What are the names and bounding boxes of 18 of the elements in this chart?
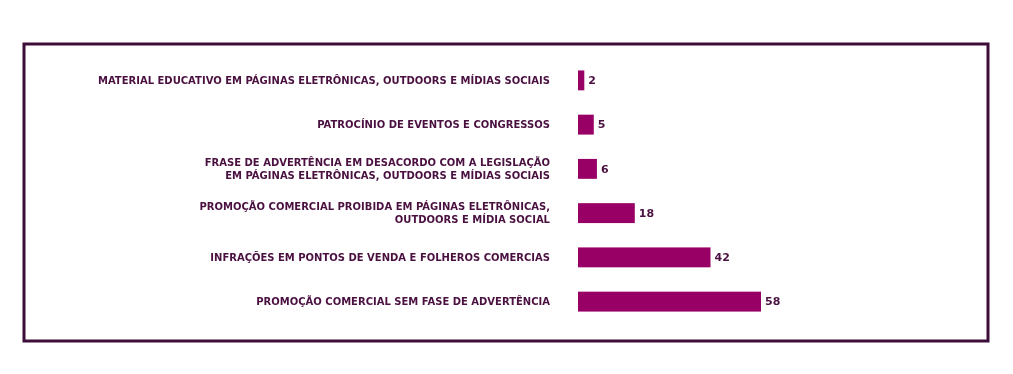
y-tick-label: MATERIAL EDUCATIVO EM PÁGINAS ELETRÔNICAS, OUTDOORS E MÍDIAS SOCIAIS: [97, 73, 550, 86]
y-tick-label: INFRAÇÕES EM PONTOS DE VENDA E FOLHEROS COMERCIAS: [210, 250, 550, 263]
data-label: 6: [600, 162, 609, 176]
y-tick-label: PATROCÍNIO DE EVENTOS E CONGRESSOS: [317, 118, 550, 131]
data-label: 2: [588, 74, 596, 88]
bar: [578, 70, 585, 91]
data-label: 42: [714, 251, 730, 265]
data-label: 58: [765, 295, 781, 309]
bar: [578, 291, 761, 312]
data-label: 18: [638, 206, 655, 220]
y-tick-label: PROMOÇÃO COMERCIAL PROIBIDA EM PÁGINAS ELETRÔNICAS, OUTDOORS E MÍDIA SOCIAL: [199, 200, 551, 226]
bar: [578, 203, 635, 224]
y-tick-label: PROMOÇÃO COMERCIAL SEM FASE DE ADVERTÊNCIA: [256, 295, 551, 308]
y-tick-label: FRASE DE ADVERTÊNCIA EM DESACORDO COM A LEGISLAÇÃO EM PÁGINAS ELETRÔNICAS, OUTDOORS E MÍDIAS SOCIAIS: [204, 155, 550, 181]
bar: [578, 158, 597, 179]
data-label: 5: [597, 118, 606, 132]
bar: [578, 114, 594, 135]
bar: [578, 247, 711, 268]
